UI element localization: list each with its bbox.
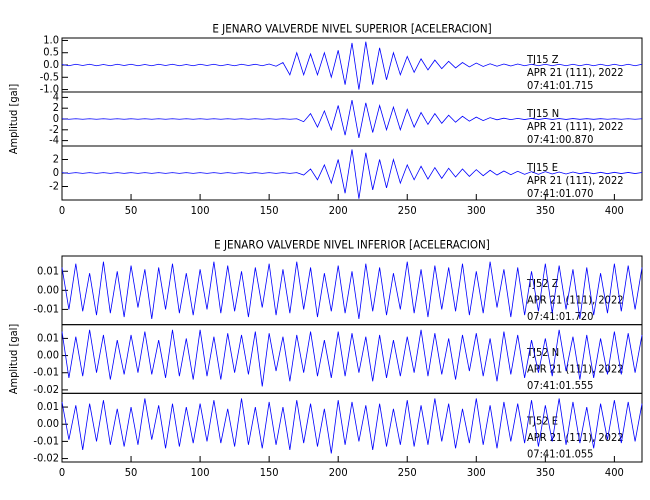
y-tick-label: -1.0 bbox=[40, 83, 59, 96]
trace-label: TJ15 Z bbox=[526, 53, 559, 66]
x-tick-label: 250 bbox=[398, 466, 417, 479]
trace-frame bbox=[61, 392, 643, 463]
y-tick-label: 0.0 bbox=[43, 58, 59, 71]
waveform bbox=[61, 261, 643, 319]
y-tick-label: -0.01 bbox=[33, 366, 59, 379]
x-tick-label: 0 bbox=[59, 466, 65, 479]
trace-label: 07:41:01.555 bbox=[527, 379, 593, 392]
x-tick-label: 300 bbox=[467, 204, 486, 217]
x-tick-label: 50 bbox=[125, 204, 138, 217]
trace-label: APR 21 (111), 2022 bbox=[527, 66, 624, 79]
waveform bbox=[61, 100, 643, 138]
waveform bbox=[61, 149, 643, 199]
waveform bbox=[61, 329, 643, 387]
trace-label: TJ15 N bbox=[526, 107, 559, 120]
trace-label: 07:41:01.715 bbox=[527, 79, 593, 92]
y-tick-label: -0.01 bbox=[33, 434, 59, 447]
x-tick-label: 350 bbox=[536, 466, 555, 479]
chart-title: E JENARO VALVERDE NIVEL INFERIOR [ACELER… bbox=[214, 238, 490, 252]
y-tick-label: 1.0 bbox=[43, 33, 59, 46]
trace-label: APR 21 (111), 2022 bbox=[527, 431, 624, 444]
y-tick-label: 4 bbox=[53, 90, 59, 103]
y-tick-label: -0.5 bbox=[40, 70, 59, 83]
trace-label: 07:41:01.720 bbox=[527, 310, 593, 323]
trace-label: 07:41:00.870 bbox=[527, 133, 593, 146]
waveform bbox=[61, 398, 643, 454]
trace-label: 07:41:01.070 bbox=[527, 187, 593, 200]
y-axis-label: Amplitud [gal] bbox=[7, 84, 20, 155]
trace-label: TJ15 E bbox=[526, 161, 558, 174]
trace-label: APR 21 (111), 2022 bbox=[527, 174, 624, 187]
x-tick-label: 400 bbox=[605, 204, 624, 217]
y-tick-label: 0.01 bbox=[37, 331, 59, 344]
trace-label: 07:41:01.055 bbox=[527, 447, 593, 460]
y-tick-label: -2 bbox=[49, 180, 59, 193]
x-tick-label: 200 bbox=[329, 466, 348, 479]
x-tick-label: 400 bbox=[605, 466, 624, 479]
y-tick-label: -4 bbox=[49, 134, 59, 147]
x-tick-label: 300 bbox=[467, 466, 486, 479]
y-tick-label: -2 bbox=[49, 123, 59, 136]
y-tick-label: 2 bbox=[53, 153, 59, 166]
y-tick-label: 0.00 bbox=[37, 417, 59, 430]
x-tick-label: 100 bbox=[191, 466, 210, 479]
x-tick-label: 350 bbox=[536, 204, 555, 217]
y-tick-label: 0.01 bbox=[37, 400, 59, 413]
x-tick-label: 150 bbox=[260, 204, 279, 217]
x-tick-label: 250 bbox=[398, 204, 417, 217]
y-tick-label: 0.01 bbox=[37, 264, 59, 277]
y-tick-label: -0.01 bbox=[33, 302, 59, 315]
x-tick-label: 50 bbox=[125, 466, 138, 479]
y-tick-label: 0.5 bbox=[43, 46, 59, 59]
x-tick-label: 0 bbox=[59, 204, 65, 217]
x-tick-label: 200 bbox=[329, 204, 348, 217]
trace-label: APR 21 (111), 2022 bbox=[527, 120, 624, 133]
y-tick-label: 2 bbox=[53, 101, 59, 114]
y-tick-label: 0.00 bbox=[37, 283, 59, 296]
y-tick-label: 0 bbox=[53, 112, 59, 125]
y-tick-label: 0 bbox=[53, 166, 59, 179]
y-tick-label: 0.00 bbox=[37, 349, 59, 362]
chart-title: E JENARO VALVERDE NIVEL SUPERIOR [ACELER… bbox=[212, 22, 491, 36]
y-tick-label: -0.02 bbox=[33, 383, 59, 396]
y-tick-label: -0.02 bbox=[33, 452, 59, 465]
x-tick-label: 100 bbox=[191, 204, 210, 217]
x-tick-label: 150 bbox=[260, 466, 279, 479]
y-axis-label: Amplitud [gal] bbox=[7, 324, 20, 395]
waveform bbox=[61, 41, 643, 90]
